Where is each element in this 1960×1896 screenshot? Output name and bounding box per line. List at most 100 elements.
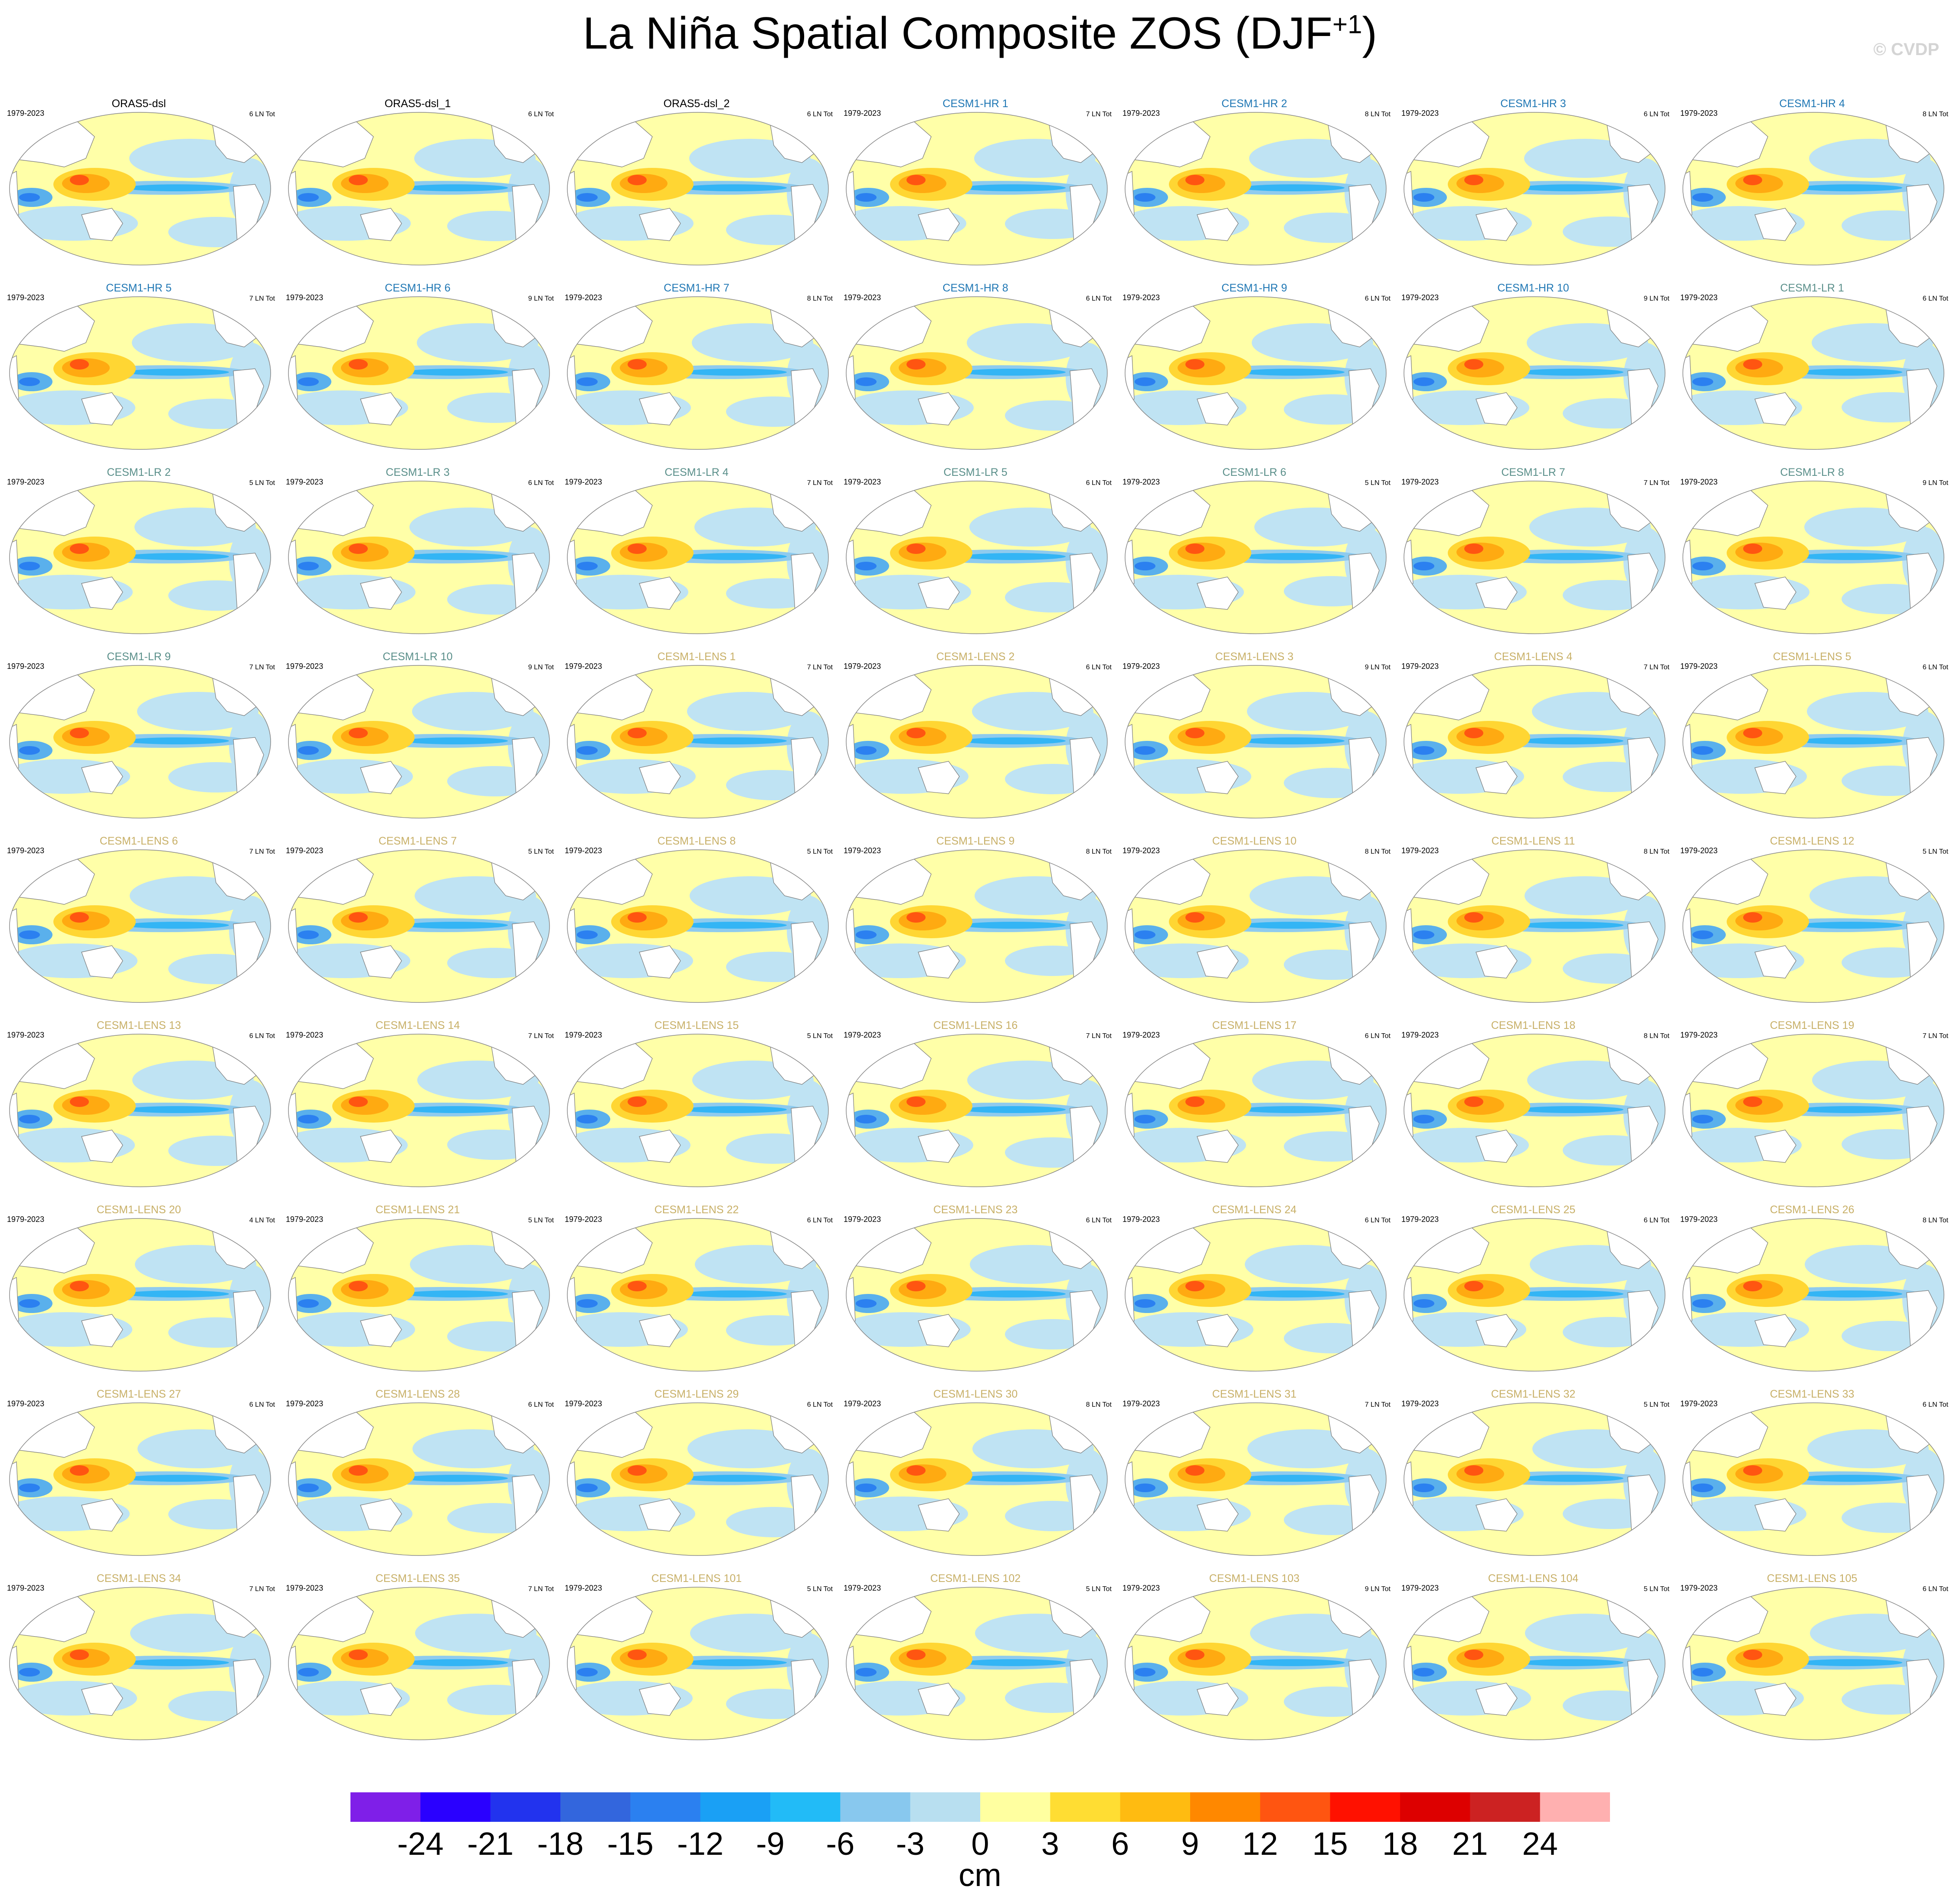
map-container xyxy=(1402,1032,1667,1189)
panel-event-count: 5 LN Tot xyxy=(807,1585,833,1593)
panel-period: 1979-2023 xyxy=(565,1215,602,1224)
indian-ocean-anomaly-core xyxy=(19,193,40,202)
panel-period: 1979-2023 xyxy=(1401,846,1439,855)
map-container xyxy=(1402,295,1667,451)
cold-tongue-core xyxy=(1519,369,1623,376)
map-plot xyxy=(1682,665,1944,819)
indian-ocean-anomaly-core xyxy=(856,377,877,386)
asia-land xyxy=(1125,1227,1211,1274)
map-border xyxy=(567,1587,829,1740)
map-border xyxy=(288,1587,550,1740)
colorbar-box xyxy=(420,1792,491,1822)
panel-title: CESM1-HR 2 xyxy=(1221,98,1287,110)
indian-ocean-anomaly-core xyxy=(1414,193,1434,202)
panel-event-count: 6 LN Tot xyxy=(1922,1585,1948,1593)
map-border xyxy=(1404,112,1666,265)
australia-land xyxy=(360,576,402,610)
australia-land xyxy=(918,208,960,241)
panel-title: CESM1-LENS 1 xyxy=(657,651,736,663)
map-border xyxy=(1125,296,1387,450)
australia-land xyxy=(1754,1130,1796,1163)
map-border xyxy=(1404,1218,1666,1372)
cold-tongue-core xyxy=(1240,369,1345,376)
asia-land xyxy=(1683,858,1768,905)
asia-land xyxy=(1404,858,1489,905)
map-container xyxy=(566,479,830,635)
asia-land xyxy=(1125,305,1211,352)
map-border xyxy=(567,665,829,819)
indian-ocean-anomaly-core xyxy=(1414,1483,1434,1492)
panel-period: 1979-2023 xyxy=(1680,1399,1718,1408)
australia-land xyxy=(1476,576,1518,610)
panel-title: ORAS5-dsl_1 xyxy=(384,98,451,110)
panel-title: CESM1-LENS 33 xyxy=(1770,1388,1855,1400)
map-plot xyxy=(288,296,550,450)
cold-tongue-core xyxy=(125,1290,229,1297)
cold-tongue-core xyxy=(962,553,1066,560)
asia-land xyxy=(1404,1227,1489,1274)
map-panel: CESM1-HR 7 1979-2023 8 LN Tot xyxy=(558,278,835,455)
warm-pool-anomaly-core xyxy=(906,1097,926,1107)
panel-event-count: 7 LN Tot xyxy=(1643,664,1669,671)
panel-event-count: 6 LN Tot xyxy=(807,111,833,118)
map-border xyxy=(846,665,1108,819)
map-border xyxy=(1682,481,1944,634)
panel-title: CESM1-LENS 27 xyxy=(96,1388,181,1400)
cold-tongue-core xyxy=(125,553,229,560)
asia-land xyxy=(288,1411,374,1458)
map-border xyxy=(9,296,271,450)
panel-title: CESM1-LR 2 xyxy=(107,466,171,478)
australia-land xyxy=(639,761,681,794)
panel-event-count: 8 LN Tot xyxy=(1364,111,1391,118)
panel-title: CESM1-LENS 26 xyxy=(1770,1204,1855,1216)
panel-title: CESM1-LENS 3 xyxy=(1215,651,1294,663)
map-panel: CESM1-LENS 35 1979-2023 7 LN Tot xyxy=(279,1568,556,1745)
warm-pool-anomaly-core xyxy=(70,544,89,554)
africa-land xyxy=(1404,1093,1414,1146)
africa-land xyxy=(1683,540,1692,593)
africa-land xyxy=(1404,171,1414,224)
asia-land xyxy=(288,121,374,167)
map-container xyxy=(8,848,272,1004)
map-container xyxy=(566,1032,830,1189)
cold-tongue-core xyxy=(1240,553,1345,560)
africa-land xyxy=(567,171,577,224)
indian-ocean-anomaly-core xyxy=(856,746,877,755)
map-container xyxy=(844,295,1109,451)
indian-ocean-anomaly-core xyxy=(298,377,319,386)
map-container xyxy=(8,1401,272,1557)
credit-label: © CVDP xyxy=(1873,40,1939,59)
map-border xyxy=(9,1587,271,1740)
map-plot xyxy=(846,1218,1108,1372)
australia-land xyxy=(360,761,402,794)
indian-ocean-anomaly-core xyxy=(19,1483,40,1492)
colorbar-box xyxy=(1470,1792,1541,1822)
asia-land xyxy=(846,858,932,905)
indian-ocean-anomaly-core xyxy=(19,1668,40,1677)
map-plot xyxy=(567,849,829,1003)
cold-tongue-core xyxy=(1798,1290,1902,1297)
panel-event-count: 6 LN Tot xyxy=(807,1217,833,1224)
map-panel: CESM1-LENS 103 1979-2023 9 LN Tot xyxy=(1116,1568,1393,1745)
panel-title: ORAS5-dsl xyxy=(111,98,166,110)
panel-event-count: 6 LN Tot xyxy=(1364,295,1391,302)
panel-event-count: 9 LN Tot xyxy=(1922,479,1948,487)
map-border xyxy=(1125,665,1387,819)
panel-title: CESM1-LENS 20 xyxy=(96,1204,181,1216)
asia-land xyxy=(1404,1596,1489,1642)
panel-title: CESM1-LR 9 xyxy=(107,651,171,663)
panel-title: CESM1-LR 1 xyxy=(1780,282,1844,294)
warm-pool-anomaly-core xyxy=(906,1281,926,1291)
africa-land xyxy=(1683,171,1692,224)
panel-title: CESM1-LENS 28 xyxy=(375,1388,460,1400)
panel-title: CESM1-LENS 32 xyxy=(1491,1388,1576,1400)
warm-pool-anomaly-core xyxy=(1464,728,1483,738)
map-plot xyxy=(1404,1034,1666,1187)
asia-land xyxy=(288,1227,374,1274)
map-container xyxy=(1402,1585,1667,1742)
map-plot xyxy=(567,665,829,819)
map-container xyxy=(1681,1217,1946,1373)
map-border xyxy=(846,481,1108,634)
indian-ocean-anomaly-core xyxy=(1414,1115,1434,1123)
cold-tongue-core xyxy=(125,369,229,376)
